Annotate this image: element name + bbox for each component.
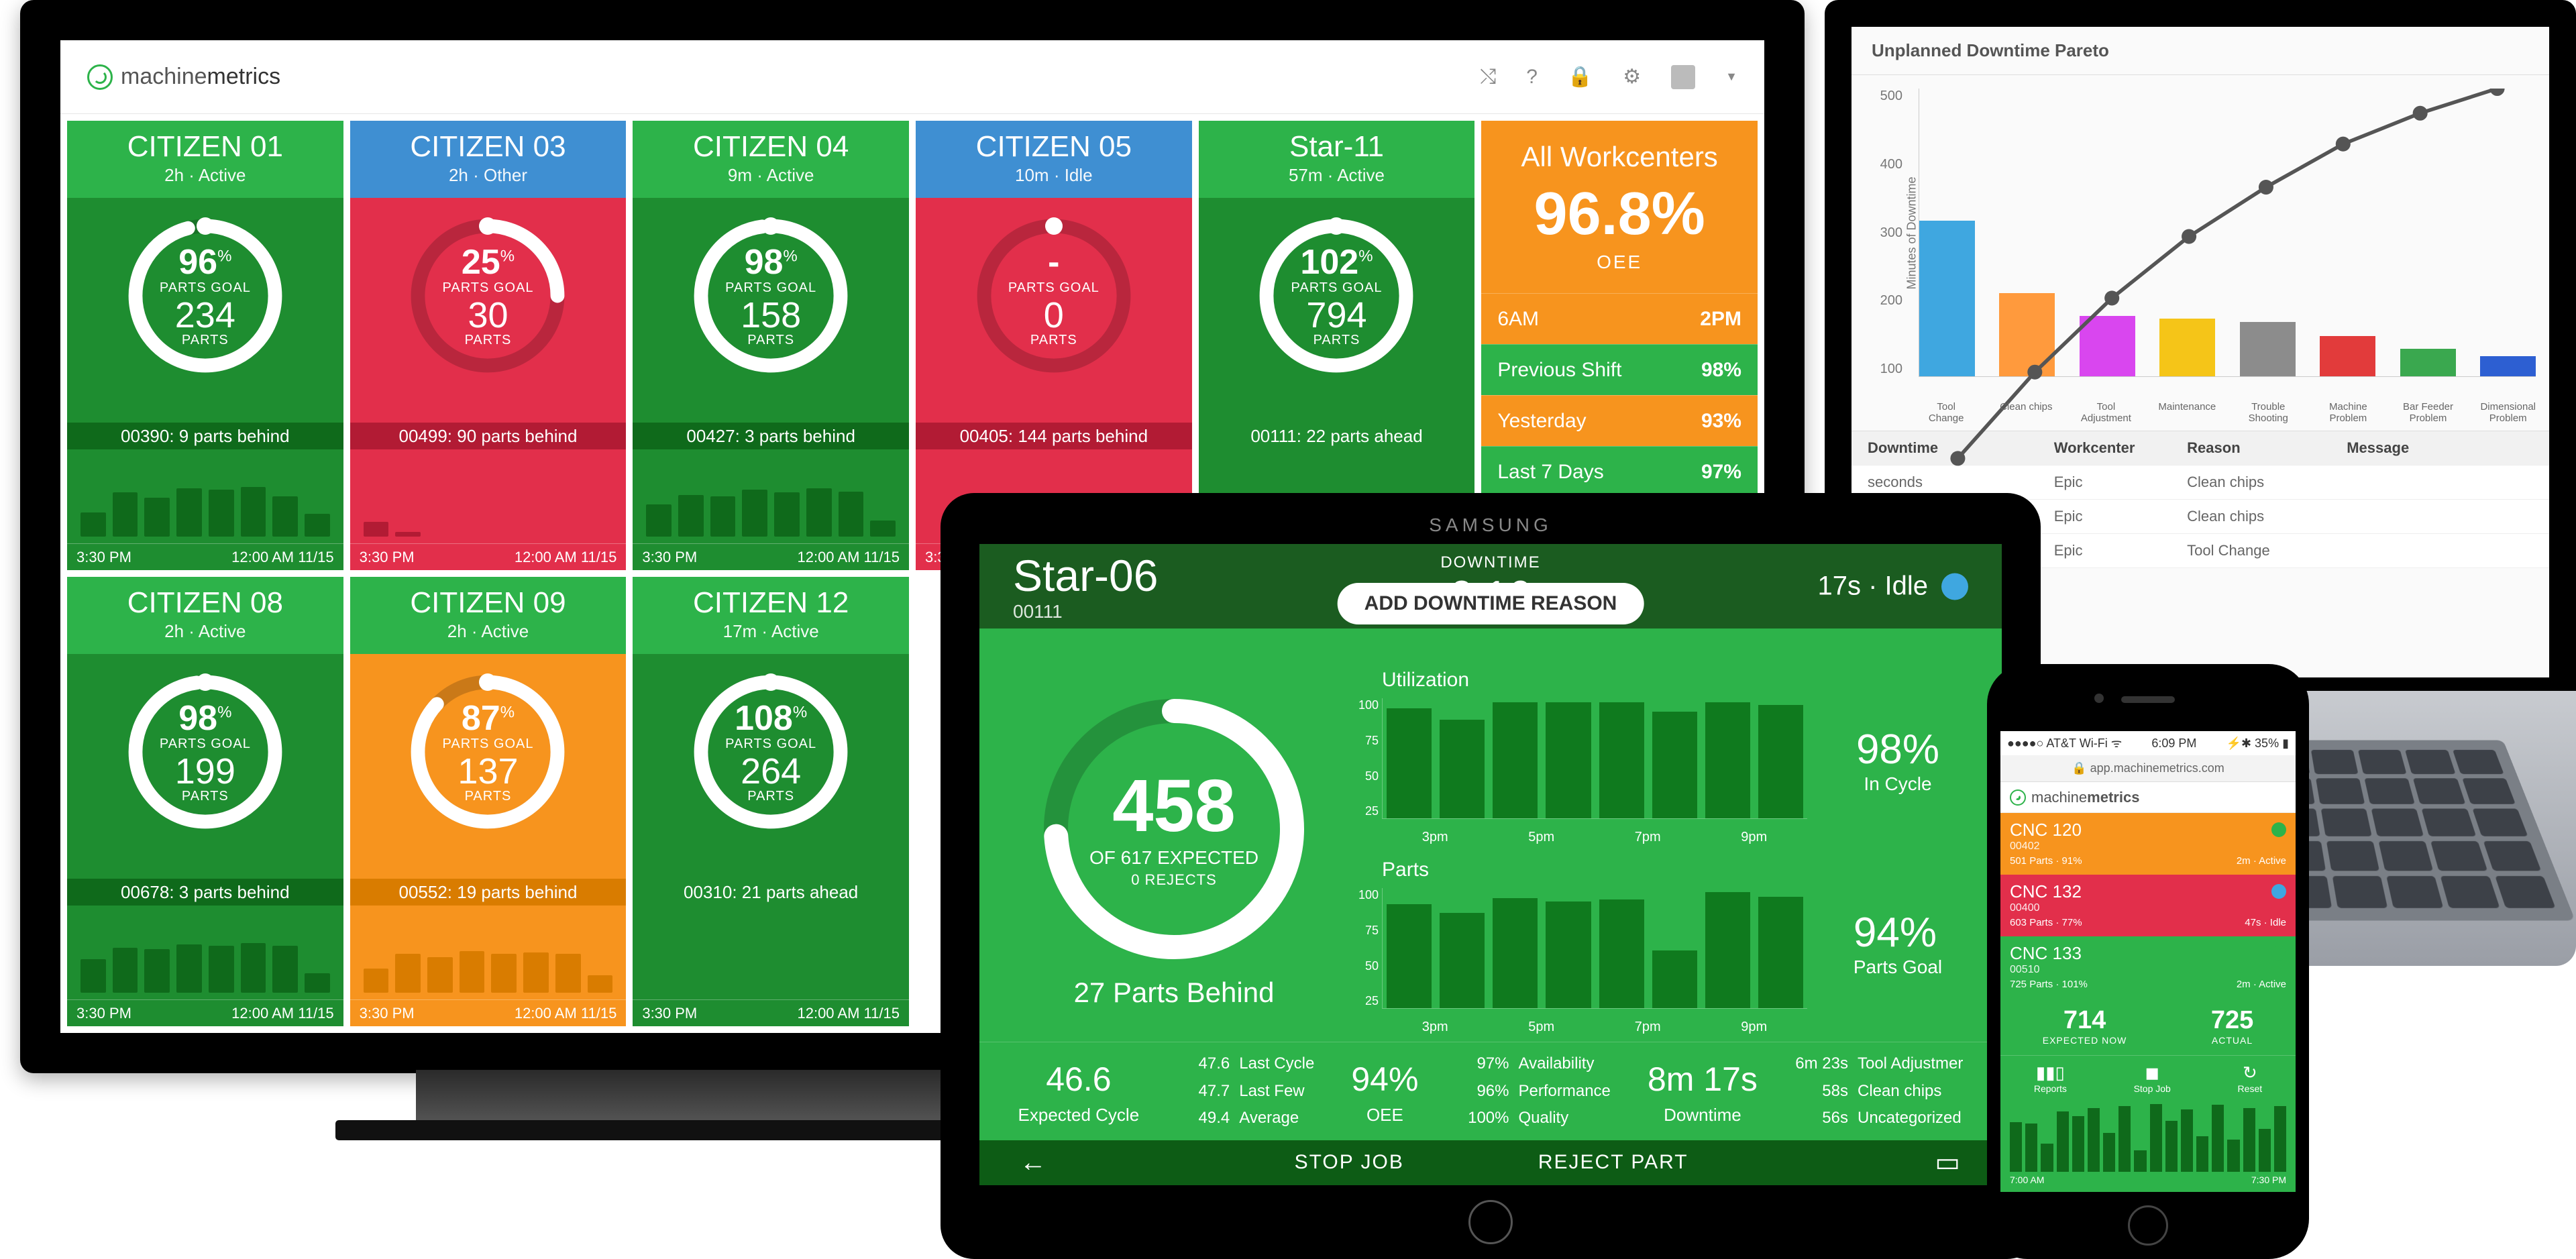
reject-part-button[interactable]: REJECT PART xyxy=(1538,1151,1688,1174)
pareto-xlabels: Tool ChangeClean chipsTool AdjustmentMai… xyxy=(1919,401,2536,424)
parts-rejects: 0 REJECTS xyxy=(1131,871,1217,889)
workcenter-tile[interactable]: CITIZEN 049m · Active 98% PARTS GOAL 158… xyxy=(633,121,909,570)
utilization-label: Utilization xyxy=(1382,669,1807,692)
parts-gauge: 458 OF 617 EXPECTED 0 REJECTS xyxy=(1040,695,1308,963)
phone-action-button[interactable]: ◼Stop Job xyxy=(2134,1062,2171,1094)
help-icon[interactable]: ? xyxy=(1526,66,1538,89)
workcenter-tile[interactable]: CITIZEN 032h · Other 25% PARTS GOAL 30 P… xyxy=(350,121,627,570)
parts-count: 458 xyxy=(1112,769,1236,843)
brand-text: machinemetrics xyxy=(121,64,280,90)
parts-goal-stat: 94%Parts Goal xyxy=(1854,909,1942,978)
parts-gauge-panel: 458 OF 617 EXPECTED 0 REJECTS 27 Parts B… xyxy=(1006,669,1342,1035)
parts-chart-label: Parts xyxy=(1382,859,1807,881)
gear-icon[interactable]: ⚙ xyxy=(1623,65,1641,89)
in-cycle-stat: 98%In Cycle xyxy=(1856,726,1939,795)
phone-home-button[interactable] xyxy=(2128,1205,2168,1246)
status-dot xyxy=(1941,573,1968,600)
workcenter-tile[interactable]: CITIZEN 012h · Active 96% PARTS GOAL 234… xyxy=(67,121,343,570)
tablet-brand-label: SAMSUNG xyxy=(1429,514,1552,536)
tablet-device: SAMSUNG Star-06 00111 DOWNTIME 0:16 17s … xyxy=(941,493,2041,1259)
stop-job-button[interactable]: STOP JOB xyxy=(1295,1151,1404,1174)
stats-panel: 98%In Cycle 94%Parts Goal xyxy=(1821,669,1975,1035)
pareto-title: Unplanned Downtime Pareto xyxy=(1851,27,2549,75)
utilization-chart: 100755025 xyxy=(1382,698,1807,819)
tablet-body: 458 OF 617 EXPECTED 0 REJECTS 27 Parts B… xyxy=(979,628,2002,1042)
phone-tile-list: CNC 12000402 501 Parts · 91%2m · Active … xyxy=(2000,813,2296,1192)
tablet-nav: ← STOP JOB REJECT PART ▭ xyxy=(979,1140,2002,1185)
machine-code: 00111 xyxy=(1013,601,1158,622)
pareto-plot-area xyxy=(1919,89,2536,377)
parts-chart: 100755025 xyxy=(1382,888,1807,1009)
lock-icon[interactable]: 🔒 xyxy=(1568,65,1593,89)
phone-camera xyxy=(2094,694,2104,703)
phone-brand: machinemetrics xyxy=(2000,782,2296,813)
workcenter-tile[interactable]: CITIZEN 082h · Active 98% PARTS GOAL 199… xyxy=(67,577,343,1026)
phone-action-button[interactable]: ↻Reset xyxy=(2238,1062,2263,1094)
topbar-actions: ⤭ ? 🔒 ⚙ ▼ xyxy=(1480,65,1737,89)
brand-icon xyxy=(87,64,113,90)
machine-name: Star-06 xyxy=(1013,550,1158,601)
tablet-bottom-metrics: 46.6Expected Cycle 47.6Last Cycle47.7Las… xyxy=(979,1042,2002,1140)
topbar: machinemetrics ⤭ ? 🔒 ⚙ ▼ xyxy=(60,40,1764,114)
brand-icon xyxy=(2010,789,2026,806)
workcenter-tile[interactable]: CITIZEN 1217m · Active 108% PARTS GOAL 2… xyxy=(633,577,909,1026)
phone-tile[interactable]: CNC 13300510 725 Parts · 101%2m · Active xyxy=(2000,936,2296,998)
parts-behind-text: 27 Parts Behind xyxy=(1074,977,1275,1009)
tablet-screen: Star-06 00111 DOWNTIME 0:16 17s · Idle A… xyxy=(979,544,2002,1185)
machine-status: 17s · Idle xyxy=(1817,571,1968,602)
charts-panel: Utilization 100755025 3pm5pm7pm9pm Parts… xyxy=(1355,669,1807,1035)
phone-speaker xyxy=(2121,696,2175,703)
phone-detail-panel: 714EXPECTED NOW 725ACTUAL ▮▮▯Reports◼Sto… xyxy=(2000,998,2296,1192)
pareto-ylabel: Minutes of Downtime xyxy=(1905,176,1919,289)
brand-logo-block: machinemetrics xyxy=(87,64,280,90)
phone-device: ●●●●○ AT&T Wi-Fi ᯤ 6:09 PM ⚡✱ 35% ▮ 🔒 ap… xyxy=(1987,664,2309,1259)
phone-tile[interactable]: CNC 12000402 501 Parts · 91%2m · Active xyxy=(2000,813,2296,875)
caret-down-icon[interactable]: ▼ xyxy=(1725,70,1737,84)
user-avatar[interactable] xyxy=(1671,65,1695,89)
phone-action-button[interactable]: ▮▮▯Reports xyxy=(2034,1062,2067,1094)
phone-screen: ●●●●○ AT&T Wi-Fi ᯤ 6:09 PM ⚡✱ 35% ▮ 🔒 ap… xyxy=(2000,731,2296,1192)
phone-tile[interactable]: CNC 13200400 603 Parts · 77%47s · Idle xyxy=(2000,875,2296,936)
phone-url-bar[interactable]: 🔒 app.machinemetrics.com xyxy=(2000,755,2296,782)
pareto-yaxis: 500400300200100 xyxy=(1878,89,1902,377)
back-icon[interactable]: ← xyxy=(1020,1148,1048,1178)
phone-status-bar: ●●●●○ AT&T Wi-Fi ᯤ 6:09 PM ⚡✱ 35% ▮ xyxy=(2000,731,2296,755)
tablet-home-button[interactable] xyxy=(1468,1200,1513,1244)
shuffle-icon[interactable]: ⤭ xyxy=(1480,66,1496,89)
add-downtime-reason-button[interactable]: ADD DOWNTIME REASON xyxy=(1338,583,1644,624)
parts-expected: OF 617 EXPECTED xyxy=(1089,847,1258,869)
pareto-chart: Minutes of Downtime 500400300200100 Tool… xyxy=(1851,75,2549,431)
workcenter-tile[interactable]: CITIZEN 092h · Active 87% PARTS GOAL 137… xyxy=(350,577,627,1026)
cast-icon[interactable]: ▭ xyxy=(1935,1147,1962,1178)
